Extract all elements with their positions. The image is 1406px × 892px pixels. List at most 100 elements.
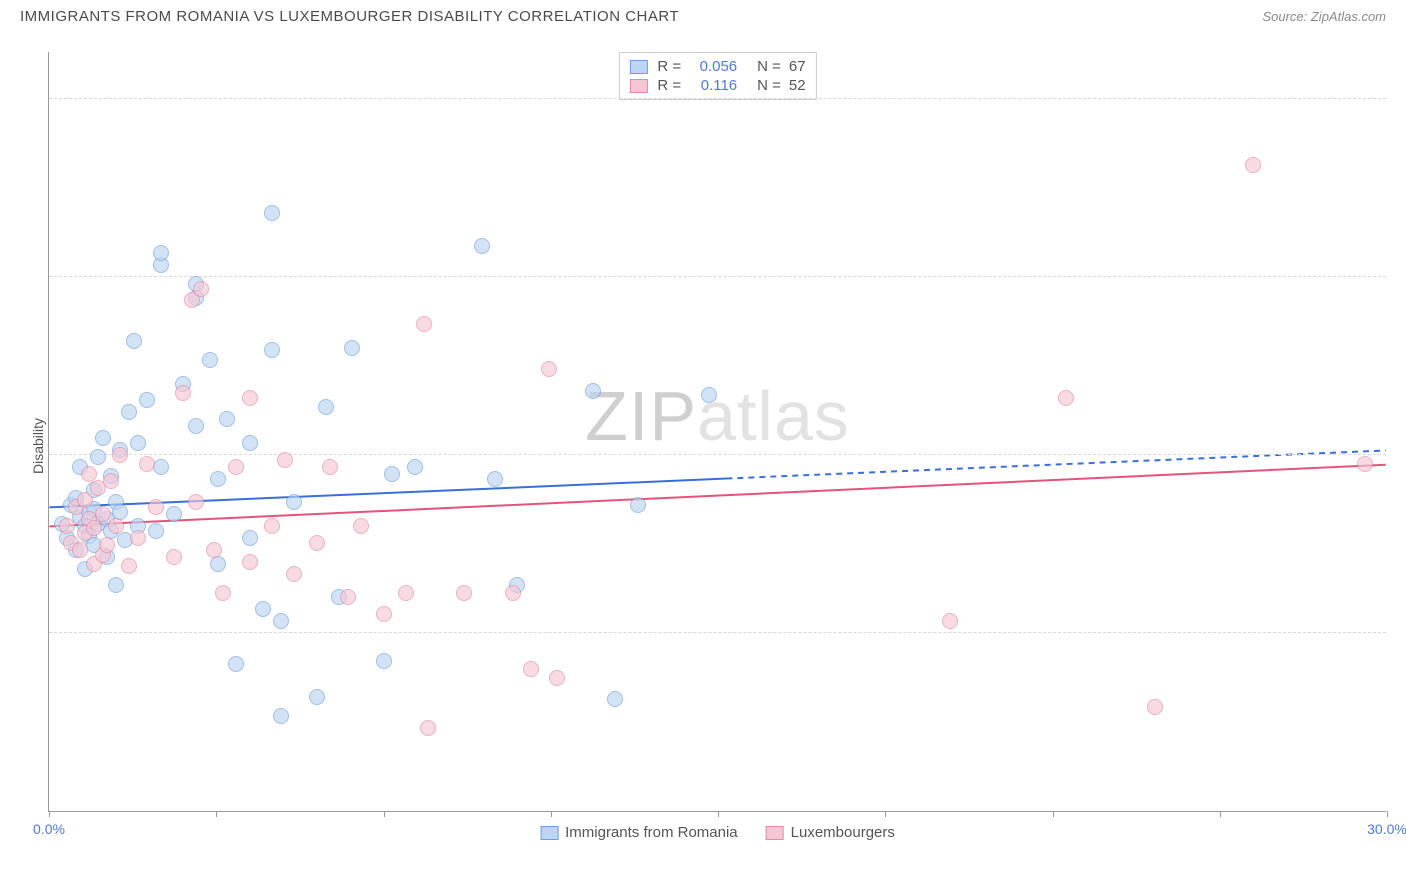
data-point: [376, 653, 392, 669]
data-point: [505, 585, 521, 601]
data-point: [242, 554, 258, 570]
data-point: [121, 558, 137, 574]
data-point: [344, 340, 360, 356]
legend-series: Immigrants from Romania Luxembourgers: [540, 824, 895, 841]
data-point: [264, 342, 280, 358]
data-point: [130, 530, 146, 546]
data-point: [77, 492, 93, 508]
y-tick-label: 7.5%: [1391, 625, 1406, 641]
data-point: [215, 585, 231, 601]
watermark-atlas: atlas: [697, 377, 850, 455]
gridline: [49, 632, 1386, 633]
data-point: [210, 471, 226, 487]
data-point: [242, 435, 258, 451]
gridline: [49, 454, 1386, 455]
data-point: [273, 708, 289, 724]
data-point: [210, 556, 226, 572]
legend-item: Immigrants from Romania: [540, 824, 738, 841]
data-point: [188, 494, 204, 510]
data-point: [81, 466, 97, 482]
data-point: [130, 435, 146, 451]
y-tick-label: 15.0%: [1391, 447, 1406, 463]
data-point: [95, 506, 111, 522]
data-point: [166, 506, 182, 522]
data-point: [148, 523, 164, 539]
watermark-zip: ZIP: [585, 377, 697, 455]
data-point: [416, 316, 432, 332]
data-point: [541, 361, 557, 377]
data-point: [139, 392, 155, 408]
n-value: 52: [789, 77, 806, 94]
data-point: [139, 456, 155, 472]
x-tick: [216, 811, 217, 817]
data-point: [59, 518, 75, 534]
data-point: [318, 399, 334, 415]
data-point: [549, 670, 565, 686]
data-point: [228, 656, 244, 672]
legend-correlation: R =0.056N =67R =0.116N =52: [618, 52, 816, 100]
data-point: [103, 473, 119, 489]
data-point: [188, 418, 204, 434]
data-point: [474, 238, 490, 254]
data-point: [309, 689, 325, 705]
data-point: [384, 466, 400, 482]
data-point: [398, 585, 414, 601]
data-point: [264, 205, 280, 221]
data-point: [607, 691, 623, 707]
data-point: [126, 333, 142, 349]
n-label: N =: [757, 58, 781, 75]
gridline: [49, 98, 1386, 99]
gridline: [49, 276, 1386, 277]
legend-swatch-icon: [629, 60, 647, 74]
data-point: [121, 404, 137, 420]
data-point: [277, 452, 293, 468]
data-point: [202, 352, 218, 368]
data-point: [942, 613, 958, 629]
data-point: [206, 542, 222, 558]
data-point: [242, 390, 258, 406]
data-point: [153, 245, 169, 261]
r-value: 0.056: [689, 58, 737, 75]
data-point: [630, 497, 646, 513]
x-tick: [1220, 811, 1221, 817]
x-tick: [885, 811, 886, 817]
data-point: [523, 661, 539, 677]
n-value: 67: [789, 58, 806, 75]
data-point: [99, 537, 115, 553]
header: IMMIGRANTS FROM ROMANIA VS LUXEMBOURGER …: [0, 0, 1406, 31]
legend-swatch-icon: [766, 826, 784, 840]
data-point: [219, 411, 235, 427]
data-point: [309, 535, 325, 551]
x-tick-label: 30.0%: [1367, 821, 1406, 837]
y-tick-label: 30.0%: [1391, 91, 1406, 107]
x-tick: [551, 811, 552, 817]
legend-swatch-icon: [540, 826, 558, 840]
data-point: [376, 606, 392, 622]
data-point: [340, 589, 356, 605]
data-point: [322, 459, 338, 475]
data-point: [228, 459, 244, 475]
legend-swatch-icon: [629, 79, 647, 93]
watermark: ZIPatlas: [585, 376, 850, 456]
y-axis-label: Disability: [30, 418, 46, 474]
data-point: [86, 520, 102, 536]
y-tick-label: 22.5%: [1391, 269, 1406, 285]
r-value: 0.116: [689, 77, 737, 94]
legend-item: Luxembourgers: [766, 824, 895, 841]
data-point: [585, 383, 601, 399]
trend-lines: [49, 52, 1386, 811]
data-point: [1147, 699, 1163, 715]
legend-label: Immigrants from Romania: [565, 824, 738, 841]
x-tick-label: 0.0%: [33, 821, 65, 837]
r-label: R =: [657, 58, 681, 75]
data-point: [273, 613, 289, 629]
data-point: [353, 518, 369, 534]
data-point: [112, 447, 128, 463]
data-point: [108, 577, 124, 593]
data-point: [153, 459, 169, 475]
data-point: [255, 601, 271, 617]
data-point: [166, 549, 182, 565]
data-point: [456, 585, 472, 601]
data-point: [286, 566, 302, 582]
data-point: [420, 720, 436, 736]
